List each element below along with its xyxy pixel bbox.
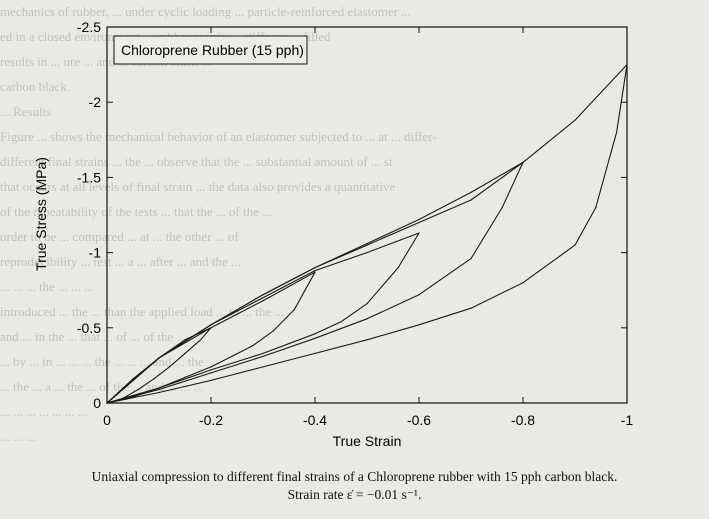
y-tick-label: -1 [89, 245, 102, 261]
data-point [153, 378, 155, 380]
data-point [626, 64, 628, 66]
chart-title-box [113, 35, 308, 65]
data-point [168, 366, 170, 368]
data-point [595, 206, 597, 209]
y-tick-label: -0.5 [77, 320, 101, 336]
data-point [314, 271, 316, 273]
y-tick-label: -2 [89, 94, 102, 110]
data-point [470, 191, 472, 193]
data-point [262, 355, 264, 357]
x-tick-label: -1 [621, 412, 634, 428]
data-point [616, 131, 618, 133]
data-point [132, 378, 134, 380]
data-point [158, 391, 160, 394]
data-point [210, 369, 212, 371]
data-point [574, 119, 576, 121]
data-point [272, 330, 274, 332]
x-tick-label: -0.8 [511, 412, 535, 428]
data-point [397, 267, 399, 269]
cycle-curve [106, 271, 316, 404]
x-tick-label: -0.6 [407, 412, 431, 428]
axis-ticks: 0 -0.2 -0.4 -0.6 -0.8 -1 0 -0.5 -1 -1.5 -2 -2.5 [77, 19, 634, 428]
data-point [470, 307, 472, 309]
data-point [262, 352, 264, 354]
data-point [366, 303, 368, 305]
data-point [252, 345, 254, 347]
x-tick-label: -0.4 [303, 412, 327, 428]
chart-title: Chloroprene Rubber (15 pph) [121, 42, 304, 58]
x-axis-label: True Strain [333, 433, 402, 449]
data-point [418, 218, 420, 221]
data-point [418, 232, 420, 234]
data-point [470, 258, 472, 260]
data-point [106, 402, 108, 404]
data-point [418, 324, 420, 326]
data-point [366, 318, 368, 320]
data-point [184, 376, 186, 378]
hysteresis-curves [106, 64, 628, 404]
data-point [418, 294, 420, 296]
data-point [231, 355, 233, 357]
data-point [184, 352, 186, 354]
stress-strain-chart: 0 -0.2 -0.4 -0.6 -0.8 -1 0 -0.5 -1 -1.5 -2 -2.5 Chl… [33, 19, 634, 449]
y-axis-label: True Stress (MPa) [33, 157, 49, 271]
data-point [262, 294, 264, 296]
data-point [314, 333, 316, 335]
figure-caption-line-1: Uniaxial compression to different final … [91, 469, 618, 484]
data-point [366, 339, 368, 341]
data-point [366, 243, 368, 245]
data-point [210, 324, 212, 326]
data-point [314, 267, 316, 269]
y-tick-label: -2.5 [77, 19, 101, 35]
x-tick-label: -0.2 [199, 412, 223, 428]
data-point [210, 379, 212, 381]
data-point [340, 321, 342, 323]
plot-frame [106, 26, 628, 404]
cycle-curve [106, 64, 628, 404]
data-point [522, 282, 524, 284]
data-point [418, 221, 420, 224]
y-tick-label: -1.5 [77, 169, 101, 185]
data-point [200, 339, 202, 341]
data-point [314, 270, 316, 272]
data-point [158, 388, 160, 391]
data-point [262, 366, 264, 368]
data-point [210, 327, 212, 329]
data-point [470, 199, 472, 201]
data-point [262, 300, 264, 302]
data-point [314, 352, 316, 354]
data-point [210, 372, 212, 374]
cycle-curve [106, 232, 420, 404]
data-point [184, 339, 186, 341]
data-point [293, 309, 295, 311]
data-point [366, 244, 368, 246]
data-point [522, 161, 524, 163]
cycle-curve [106, 327, 212, 404]
figure-caption-line-2: Strain rate ε̇ = −0.01 s⁻¹. [287, 487, 422, 502]
x-tick-label: 0 [103, 412, 111, 428]
data-point [501, 206, 503, 209]
y-tick-label: 0 [93, 395, 101, 411]
data-point [314, 337, 316, 339]
data-point [210, 366, 212, 368]
data-point [574, 244, 576, 246]
data-point [158, 387, 160, 389]
data-point [262, 297, 264, 299]
data-point [137, 388, 139, 391]
data-point [366, 252, 368, 254]
data-point [158, 357, 160, 359]
